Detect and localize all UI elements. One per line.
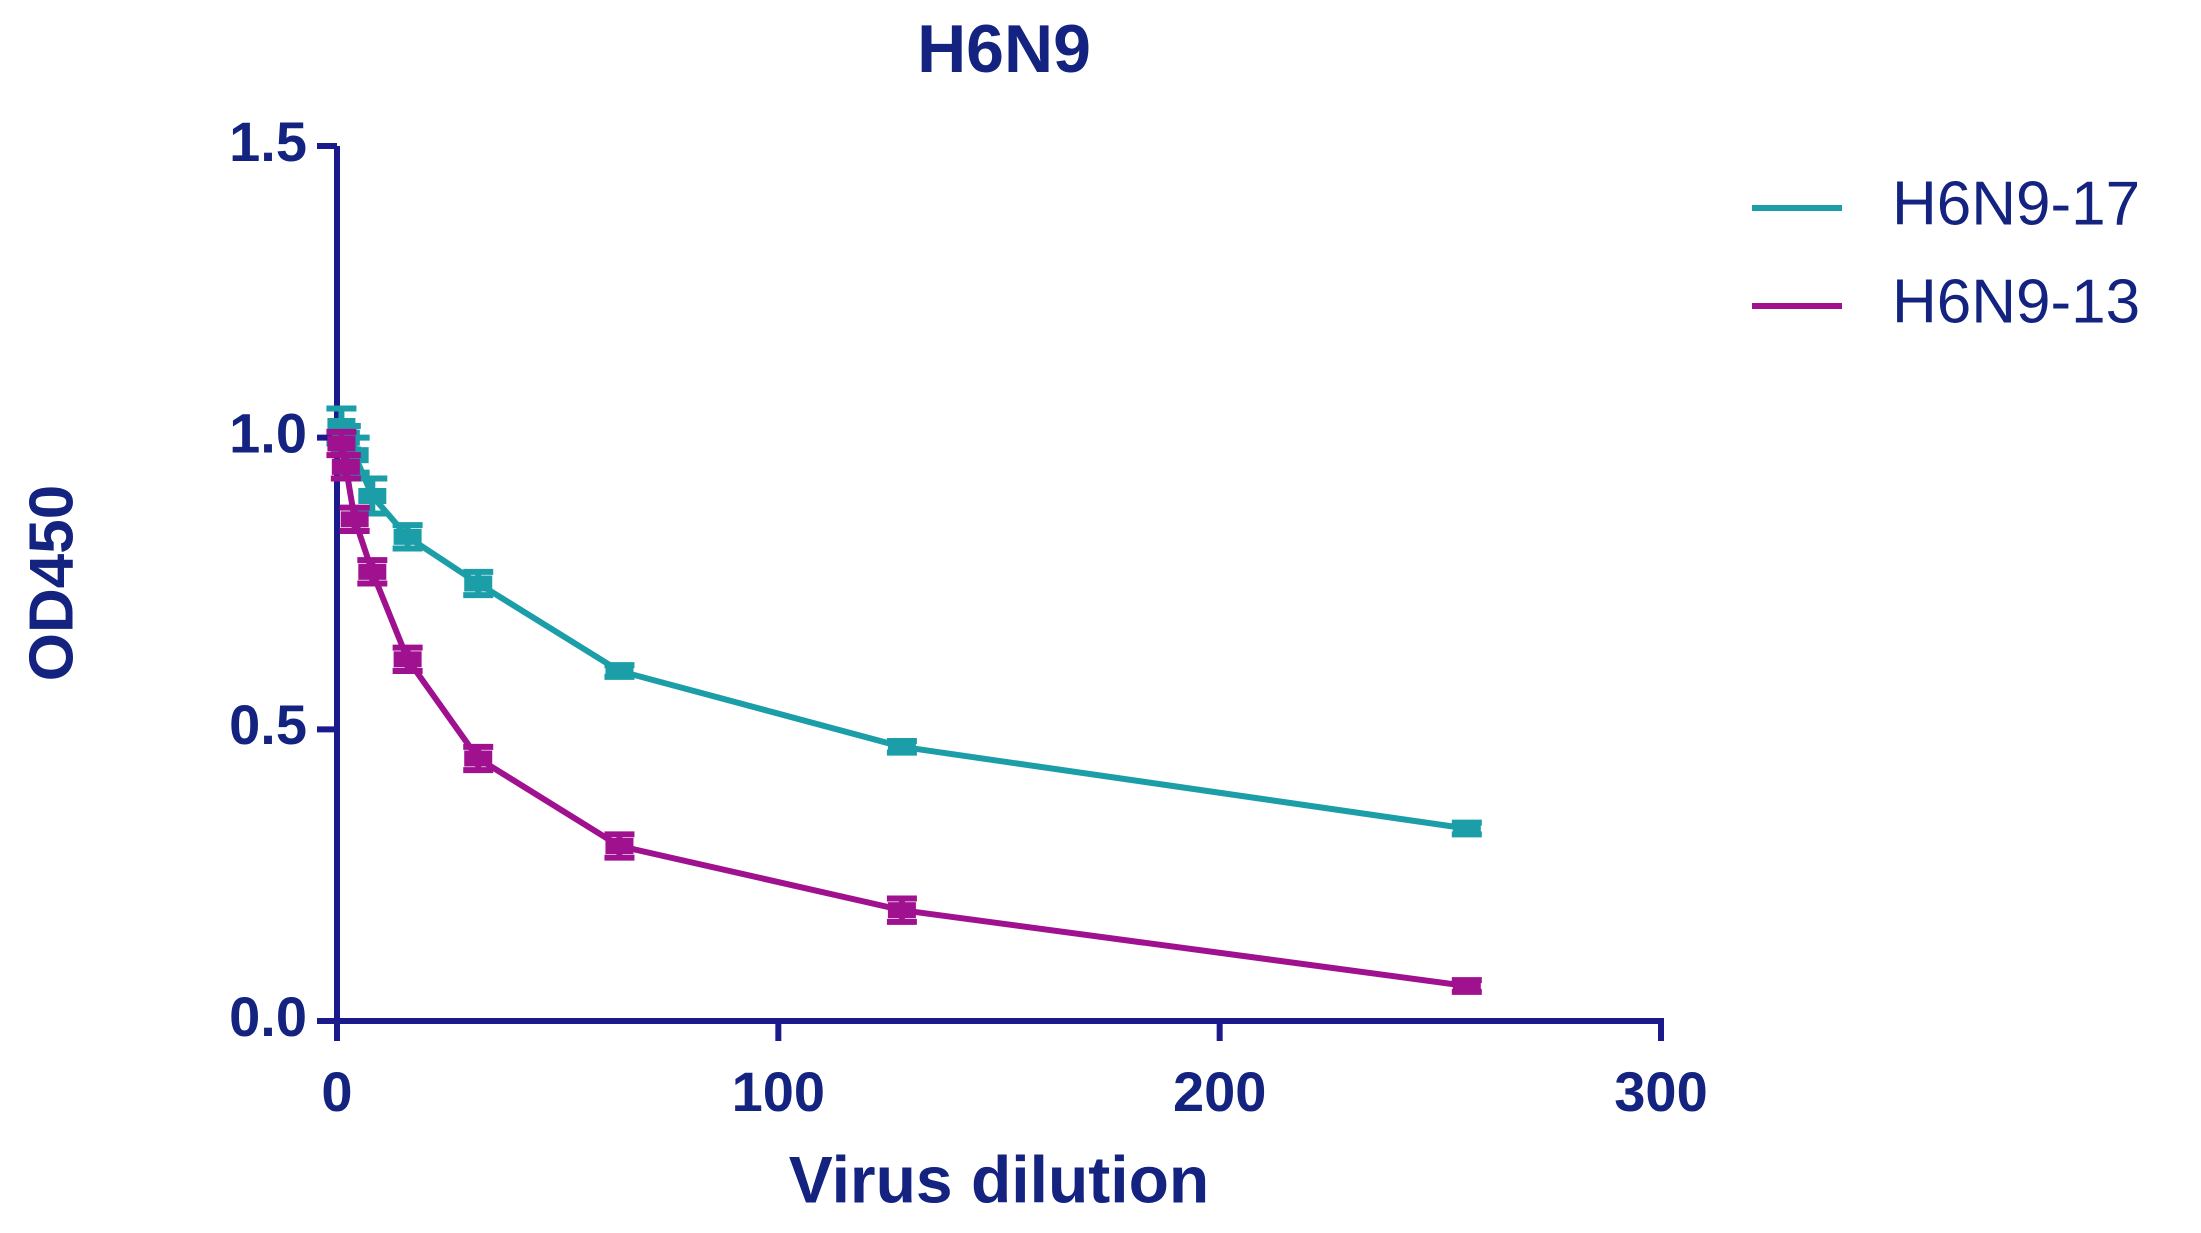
x-tick-label: 300: [1614, 1060, 1707, 1123]
marker: [331, 458, 360, 475]
marker: [464, 575, 493, 592]
y-tick-label: 0.5: [229, 693, 307, 756]
marker: [1452, 820, 1481, 837]
marker: [464, 750, 493, 767]
series-line: [338, 424, 1468, 832]
x-tick-label: 0: [321, 1060, 352, 1123]
x-tick-label: 200: [1173, 1060, 1266, 1123]
marker: [358, 488, 387, 504]
marker: [605, 838, 634, 854]
y-tick-label: 0.0: [229, 985, 307, 1048]
marker: [358, 563, 387, 580]
y-tick-label: 1.5: [229, 110, 307, 173]
y-tick-label: 1.0: [229, 401, 307, 464]
chart-title: H6N9: [917, 11, 1091, 87]
marker: [1452, 978, 1481, 994]
marker: [393, 528, 422, 545]
legend-label: H6N9-17: [1892, 169, 2140, 238]
marker: [887, 738, 916, 755]
marker: [393, 651, 422, 668]
y-axis-label: OD450: [17, 485, 86, 681]
marker: [327, 435, 356, 452]
x-tick-label: 100: [732, 1060, 825, 1123]
x-axis-label: Virus dilution: [789, 1142, 1209, 1216]
marker: [340, 511, 369, 528]
marker: [605, 663, 634, 679]
marker: [887, 902, 916, 919]
legend-label: H6N9-13: [1892, 267, 2140, 336]
